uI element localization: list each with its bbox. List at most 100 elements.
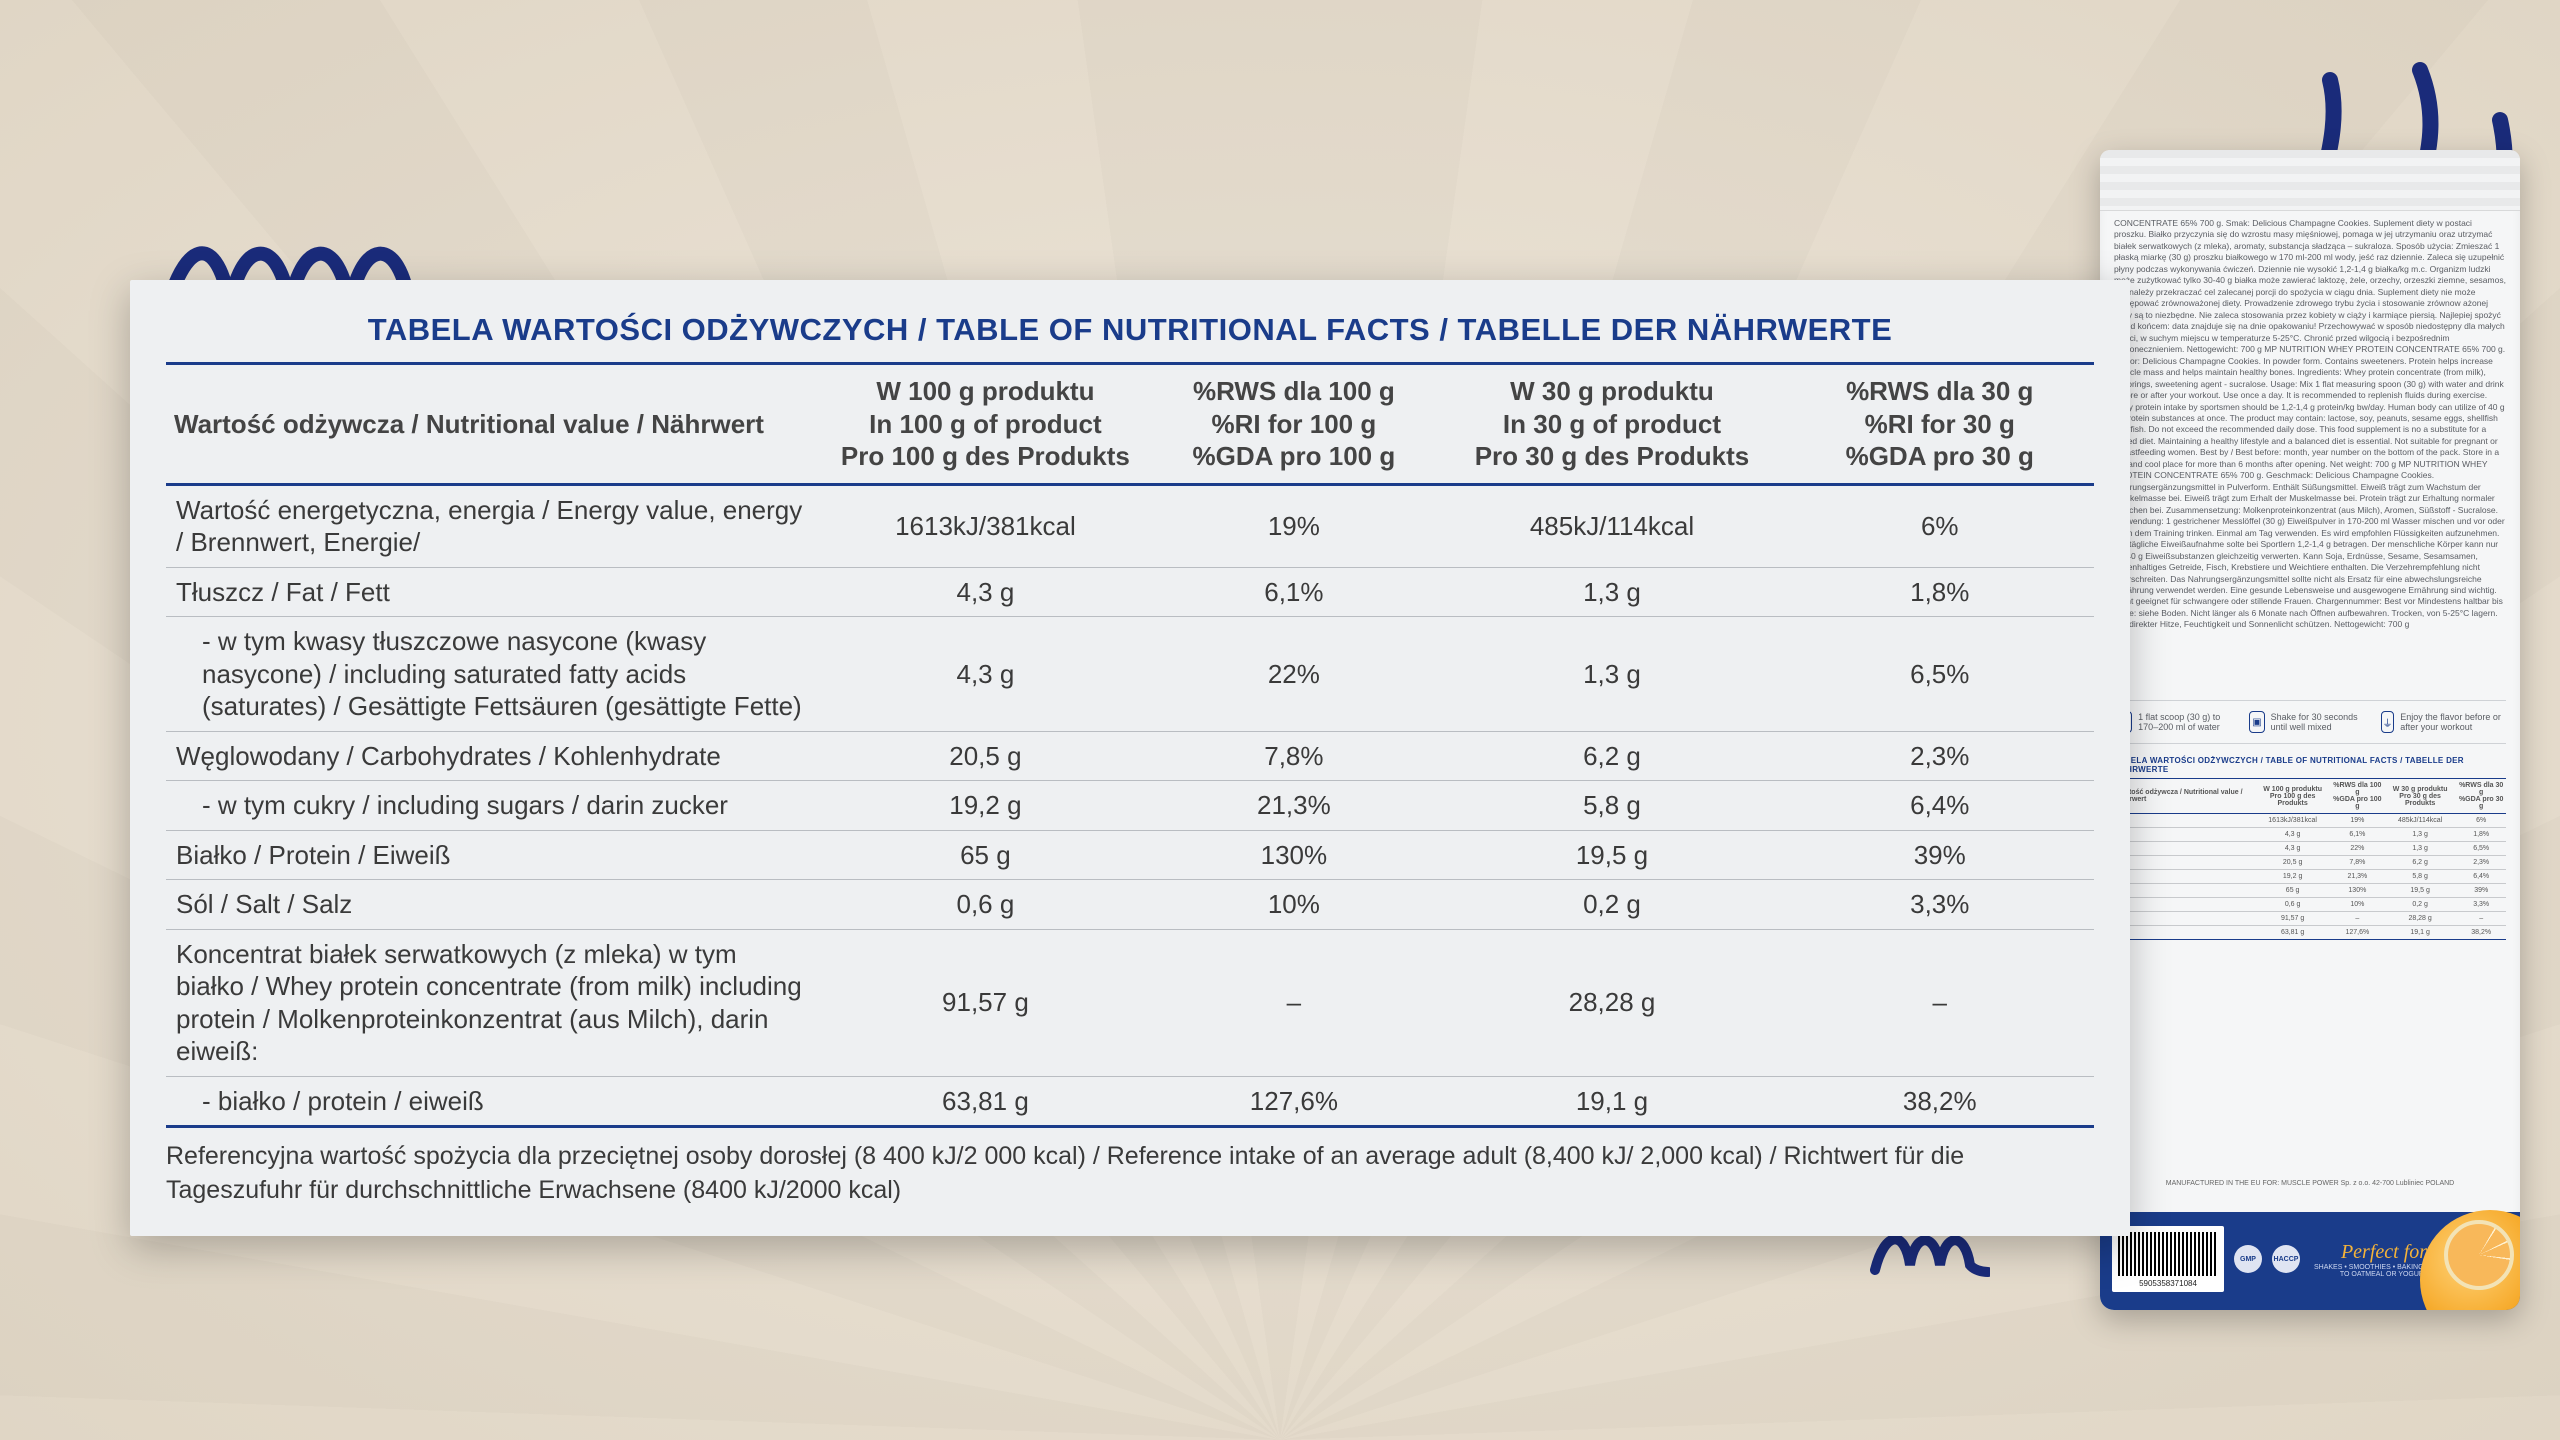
cell-value: 5,8 g — [2384, 870, 2457, 884]
cell-value: 19,1 g — [2384, 926, 2457, 940]
nutrition-card: TABELA WARTOŚCI ODŻYWCZYCH / TABLE OF NU… — [130, 280, 2130, 1236]
package-manufacturer: MANUFACTURED IN THE EU FOR: MUSCLE POWER… — [2128, 1179, 2492, 1188]
cell-label: Koncentrat białek serwatkowych (z mleka)… — [166, 929, 822, 1076]
cell-value: 6,4% — [1786, 781, 2095, 831]
cell-value: 65 g — [822, 830, 1150, 880]
cell-value: 91,57 g — [2254, 912, 2331, 926]
cell-value: 1,3 g — [1438, 567, 1785, 617]
cell-value: 6% — [1786, 484, 2095, 567]
cell-value: 4,3 g — [822, 567, 1150, 617]
cell-value: 6,1% — [1149, 567, 1438, 617]
cell-label: - białko / protein / eiweiß — [166, 1076, 822, 1127]
cell-value: 19% — [2331, 814, 2384, 828]
table-row: Tłuszcz / Fat / Fett4,3 g6,1%1,3 g1,8% — [166, 567, 2094, 617]
cell-value: 28,28 g — [1438, 929, 1785, 1076]
table-row: 63,81 g127,6%19,1 g38,2% — [2114, 926, 2506, 940]
table-row: Sól / Salt / Salz0,6 g10%0,2 g3,3% — [166, 880, 2094, 930]
table-row: Koncentrat białek serwatkowych (z mleka)… — [166, 929, 2094, 1076]
table-row: 0,6 g10%0,2 g3,3% — [2114, 898, 2506, 912]
card-title: TABELA WARTOŚCI ODŻYWCZYCH / TABLE OF NU… — [166, 312, 2094, 348]
cell-label — [2114, 828, 2254, 842]
cell-value: 3,3% — [2456, 898, 2506, 912]
table-row: 4,3 g6,1%1,3 g1,8% — [2114, 828, 2506, 842]
cell-value: 91,57 g — [822, 929, 1150, 1076]
cell-value: 6,4% — [2456, 870, 2506, 884]
cell-value: 1613kJ/381kcal — [2254, 814, 2331, 828]
table-row: 19,2 g21,3%5,8 g6,4% — [2114, 870, 2506, 884]
table-row: - białko / protein / eiweiß63,81 g127,6%… — [166, 1076, 2094, 1127]
cell-value: 63,81 g — [822, 1076, 1150, 1127]
gmp-badge: GMP — [2234, 1245, 2262, 1273]
cell-value: 127,6% — [2331, 926, 2384, 940]
table-row: 91,57 g–28,28 g– — [2114, 912, 2506, 926]
cell-value: 21,3% — [2331, 870, 2384, 884]
cell-label — [2114, 912, 2254, 926]
cell-value: 6,2 g — [2384, 856, 2457, 870]
cell-value: 485kJ/114kcal — [2384, 814, 2457, 828]
cell-value: 2,3% — [1786, 731, 2095, 781]
cell-label: Sól / Salt / Salz — [166, 880, 822, 930]
table-header-row: Wartość odżywcza / Nutritional value / N… — [166, 364, 2094, 485]
cell-label: Węglowodany / Carbohydrates / Kohlenhydr… — [166, 731, 822, 781]
cell-value: 0,6 g — [2254, 898, 2331, 912]
cell-value: 1,3 g — [2384, 828, 2457, 842]
cell-label: - w tym cukry / including sugars / darin… — [166, 781, 822, 831]
table-row: - w tym kwasy tłuszczowe nasycone (kwasy… — [166, 617, 2094, 732]
cell-value: 19,2 g — [2254, 870, 2331, 884]
cell-value: 0,2 g — [1438, 880, 1785, 930]
cell-value: 10% — [2331, 898, 2384, 912]
cell-value: 3,3% — [1786, 880, 2095, 930]
cell-label: Wartość energetyczna, energia / Energy v… — [166, 484, 822, 567]
cell-value: 1,8% — [1786, 567, 2095, 617]
cell-value: 7,8% — [1149, 731, 1438, 781]
product-package: CONCENTRATE 65% 700 g. Smak: Delicious C… — [2100, 150, 2520, 1310]
cell-label: - w tym kwasy tłuszczowe nasycone (kwasy… — [166, 617, 822, 732]
cell-value: 0,6 g — [822, 880, 1150, 930]
cell-value: 19,5 g — [1438, 830, 1785, 880]
cell-value: 130% — [2331, 884, 2384, 898]
cell-value: 6,5% — [2456, 842, 2506, 856]
col-per30: W 30 g produktu In 30 g of product Pro 3… — [1438, 364, 1785, 485]
usage-shake-text: Shake for 30 seconds until well mixed — [2271, 712, 2371, 732]
cell-value: 65 g — [2254, 884, 2331, 898]
barcode — [2118, 1232, 2218, 1276]
cell-value: 127,6% — [1149, 1076, 1438, 1127]
cell-value: 38,2% — [1786, 1076, 2095, 1127]
cell-value: 20,5 g — [2254, 856, 2331, 870]
cell-value: 21,3% — [1149, 781, 1438, 831]
reference-intake-footnote: Referencyjna wartość spożycia dla przeci… — [166, 1140, 2094, 1208]
package-mini-table: Wartość odżywcza / Nutritional value / N… — [2114, 778, 2506, 940]
mini-col-3: W 30 g produktuPro 30 g des Produkts — [2384, 779, 2457, 814]
cell-value: 1,3 g — [2384, 842, 2457, 856]
cell-value: 6,1% — [2331, 828, 2384, 842]
mini-col-4: %RWS dla 30 g%GDA pro 30 g — [2456, 779, 2506, 814]
mini-col-0: Wartość odżywcza / Nutritional value / N… — [2114, 779, 2254, 814]
col-per100: W 100 g produktu In 100 g of product Pro… — [822, 364, 1150, 485]
cell-value: 38,2% — [2456, 926, 2506, 940]
cell-value: 22% — [2331, 842, 2384, 856]
cell-value: 6% — [2456, 814, 2506, 828]
table-row: - w tym cukry / including sugars / darin… — [166, 781, 2094, 831]
cell-value: 39% — [1786, 830, 2095, 880]
mini-col-1: W 100 g produktuPro 100 g des Produkts — [2254, 779, 2331, 814]
cell-label — [2114, 814, 2254, 828]
cell-label — [2114, 870, 2254, 884]
haccp-badge: HACCP — [2272, 1245, 2300, 1273]
shaker-icon: ▣ — [2249, 711, 2264, 733]
cell-value: 5,8 g — [1438, 781, 1785, 831]
nutrition-table: Wartość odżywcza / Nutritional value / N… — [166, 362, 2094, 1128]
cell-value: – — [2331, 912, 2384, 926]
cell-label — [2114, 926, 2254, 940]
cell-value: 2,3% — [2456, 856, 2506, 870]
cell-value: 485kJ/114kcal — [1438, 484, 1785, 567]
cell-value: 0,2 g — [2384, 898, 2457, 912]
table-row: 4,3 g22%1,3 g6,5% — [2114, 842, 2506, 856]
cell-value: 1613kJ/381kcal — [822, 484, 1150, 567]
cell-value: 22% — [1149, 617, 1438, 732]
table-row: Białko / Protein / Eiweiß65 g130%19,5 g3… — [166, 830, 2094, 880]
cell-value: 63,81 g — [2254, 926, 2331, 940]
cell-value: 19,2 g — [822, 781, 1150, 831]
cell-value: 130% — [1149, 830, 1438, 880]
table-row: 20,5 g7,8%6,2 g2,3% — [2114, 856, 2506, 870]
package-usage-row: ◧1 flat scoop (30 g) to 170–200 ml of wa… — [2114, 700, 2506, 744]
